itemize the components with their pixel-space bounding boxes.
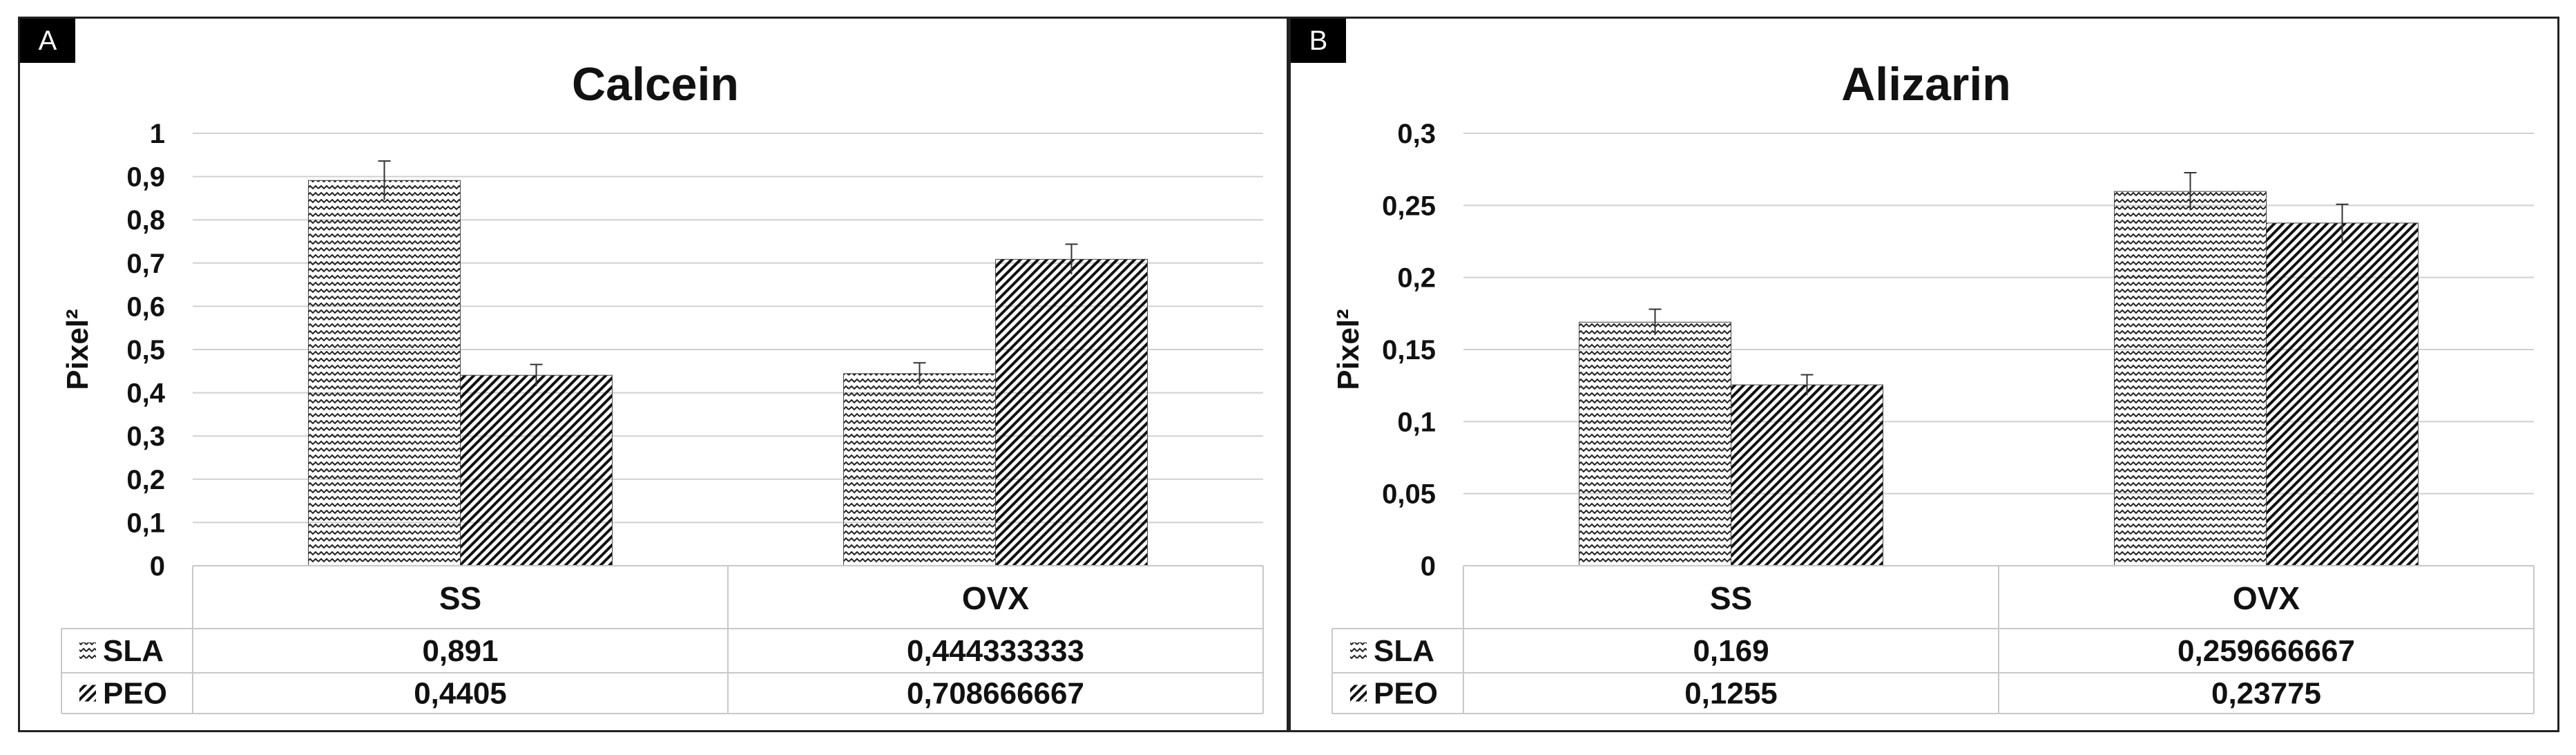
category-label: SS <box>1710 580 1752 616</box>
bar <box>843 373 996 566</box>
legend-key <box>1350 685 1367 702</box>
category-label: OVX <box>2233 580 2300 616</box>
y-tick-label: 0,3 <box>1397 119 1436 149</box>
y-tick-label: 0,3 <box>126 421 165 452</box>
data-label: 0,4405 <box>414 677 507 711</box>
chart-title: Alizarin <box>1841 58 2011 111</box>
data-label: 0,169 <box>1693 634 1769 668</box>
y-tick-label: 0,7 <box>126 249 165 279</box>
bar <box>460 374 613 566</box>
bar <box>1579 321 1731 566</box>
panel-label: B <box>1291 19 1346 63</box>
y-tick-label: 0,5 <box>126 335 165 365</box>
y-tick-label: 0,9 <box>126 162 165 193</box>
legend-label: SLA <box>1374 634 1434 668</box>
y-axis-label: Pixel² <box>61 309 95 390</box>
y-tick-label: 0,2 <box>1397 263 1436 294</box>
panel-label: A <box>20 19 75 63</box>
legend-key <box>79 642 96 659</box>
chart-panel-b: B Alizarin Pixel² 0 0,05 0,1 0,15 0,2 0,25 0,3 SS… <box>1289 17 2559 732</box>
y-tick-label: 0 <box>1421 551 1436 582</box>
legend-label: PEO <box>1374 677 1438 711</box>
legend-key <box>79 685 96 702</box>
data-label: 0,23775 <box>2211 677 2321 711</box>
y-tick-label: 0,6 <box>126 292 165 322</box>
y-tick-label: 0,8 <box>126 205 165 236</box>
y-tick-label: 0,1 <box>126 508 165 538</box>
calcein-chart: Calcein Pixel² 0 0,1 0,2 0,3 0,4 0,5 0,6 0,7 0,8 0,… <box>61 58 1264 714</box>
bar <box>1731 384 1883 566</box>
bar <box>308 180 461 566</box>
legend-key <box>1350 642 1367 659</box>
y-tick-label: 0,2 <box>126 465 165 495</box>
y-tick-label: 0 <box>150 551 165 582</box>
y-tick-label: 0,4 <box>126 379 165 409</box>
alizarin-chart: Alizarin Pixel² 0 0,05 0,1 0,15 0,2 0,25 0,3 SS OV… <box>1332 58 2535 714</box>
y-tick-label: 0,15 <box>1382 335 1436 365</box>
chart-title: Calcein <box>572 58 739 111</box>
data-label: 0,259666667 <box>2178 634 2355 668</box>
y-tick-label: 0,1 <box>1397 407 1436 437</box>
chart-panel-a: A Calcein Pixel² 0 0,1 0,2 0,3 0,4 0,5 0,6 0,7 0,8… <box>18 17 1289 732</box>
y-tick-label: 0,05 <box>1382 479 1436 510</box>
y-tick-label: 1 <box>150 119 165 149</box>
bar <box>2114 191 2267 566</box>
data-label: 0,708666667 <box>907 677 1084 711</box>
legend-label: SLA <box>103 634 164 668</box>
data-label: 0,1255 <box>1684 677 1778 711</box>
y-axis-label: Pixel² <box>1332 309 1365 390</box>
bar <box>2266 222 2419 566</box>
data-label: 0,891 <box>422 634 498 668</box>
data-label: 0,444333333 <box>907 634 1084 668</box>
category-label: OVX <box>962 580 1029 616</box>
bar <box>995 258 1148 566</box>
legend-label: PEO <box>103 677 167 711</box>
category-label: SS <box>439 580 481 616</box>
y-tick-label: 0,25 <box>1382 191 1436 221</box>
